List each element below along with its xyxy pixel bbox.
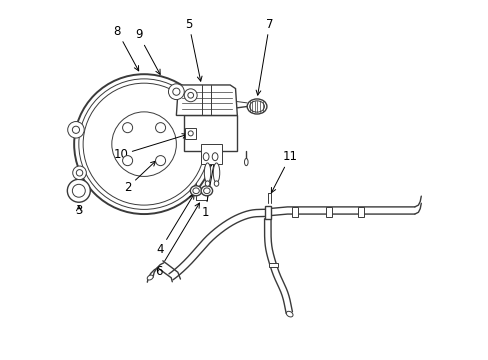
Ellipse shape [214,181,218,186]
Ellipse shape [247,99,266,114]
Text: 8: 8 [113,25,139,71]
Circle shape [74,74,214,214]
Ellipse shape [201,186,212,196]
Circle shape [187,93,193,98]
Ellipse shape [190,186,202,196]
Text: 1: 1 [201,162,215,219]
Bar [185,128,196,139]
Ellipse shape [212,153,218,161]
Circle shape [168,84,184,100]
Bar [183,116,237,151]
Circle shape [184,89,197,102]
Ellipse shape [192,188,199,194]
Ellipse shape [213,163,219,183]
Text: 7: 7 [256,18,273,95]
Bar [264,206,270,219]
Circle shape [122,156,132,166]
Text: 9: 9 [135,28,160,75]
Polygon shape [176,85,237,116]
Text: 10: 10 [113,134,186,161]
Text: 6: 6 [154,203,199,278]
Text: 2: 2 [124,161,155,194]
Ellipse shape [244,158,247,166]
Text: 5: 5 [185,18,202,81]
Ellipse shape [73,166,86,180]
Circle shape [112,112,176,176]
Text: 3: 3 [75,204,82,217]
Circle shape [122,123,132,133]
Ellipse shape [249,101,264,112]
Text: 4: 4 [156,194,194,256]
Circle shape [72,126,80,134]
Circle shape [172,88,180,95]
Ellipse shape [67,122,84,138]
Circle shape [155,156,165,166]
Circle shape [76,170,82,176]
Circle shape [83,83,204,205]
Ellipse shape [203,188,210,194]
Circle shape [155,123,165,133]
Circle shape [67,179,90,202]
Bar [325,207,331,217]
Ellipse shape [203,153,208,161]
Bar [357,207,363,217]
Text: 11: 11 [271,150,297,193]
Ellipse shape [286,311,292,317]
Ellipse shape [147,275,153,280]
Circle shape [79,79,209,210]
Circle shape [188,131,193,136]
Bar [291,207,297,217]
Ellipse shape [205,181,209,186]
Ellipse shape [204,163,210,183]
Bar [201,144,222,164]
Circle shape [72,184,85,197]
Bar [268,263,277,267]
